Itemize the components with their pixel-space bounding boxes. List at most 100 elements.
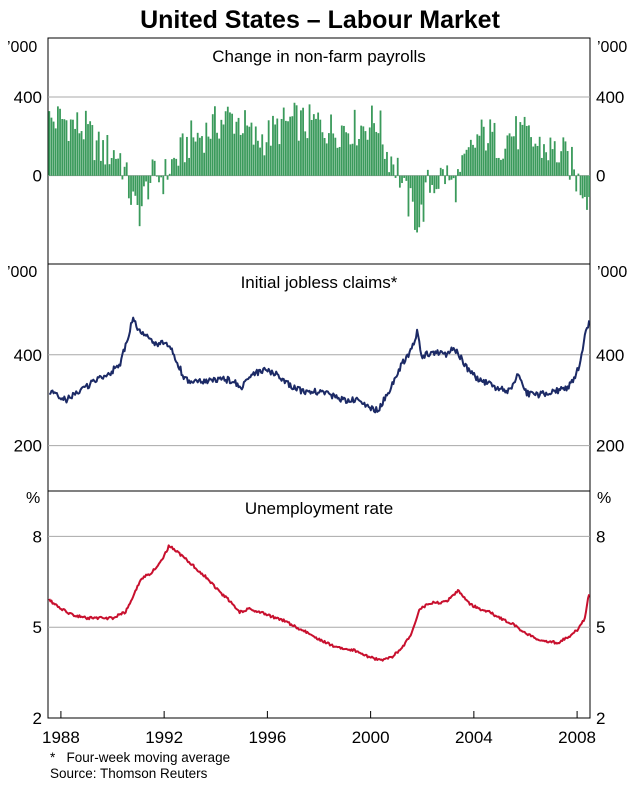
payroll-bar [426,169,429,176]
payroll-bar [390,156,393,176]
claims-ytick-left: 200 [14,437,42,456]
payroll-bar [74,128,76,176]
payroll-bar [439,167,442,176]
payroll-bar [164,159,167,176]
payroll-bar [383,158,386,176]
payroll-bar [327,133,330,176]
payroll-bar [545,152,548,176]
payroll-bar [250,122,253,176]
payroll-bar [500,159,502,176]
plot-frame [47,37,591,719]
payroll-bar [173,157,175,176]
payroll-bar [330,114,332,176]
payroll-bar [78,133,81,176]
payroll-bar [181,133,184,176]
payroll-bar [145,175,147,182]
unemployment-ytick-right: 2 [596,709,605,728]
payroll-bar [207,136,210,176]
payroll-bar [127,175,130,199]
payroll-bar [117,158,120,176]
payroll-bar [80,131,83,176]
payroll-bar [336,147,339,176]
payroll-bar [420,175,423,205]
payroll-bar [581,175,584,199]
payroll-bar [100,160,102,176]
payroll-bar [300,110,302,176]
payroll-bar [179,137,182,176]
unemployment-units-left: % [26,490,40,507]
payroll-bar [519,122,522,176]
unemployment-units-right: % [597,490,611,507]
payroll-bar [444,175,446,185]
payroll-bar [65,120,68,176]
payroll-bar [155,175,158,177]
claims-ytick-left: 400 [14,346,42,365]
payroll-bar [353,109,356,176]
payroll-bar [276,118,279,176]
payroll-bar [564,141,567,176]
payroll-bar [521,124,524,176]
payrolls-ytick-right: 400 [596,88,624,107]
payroll-bar [577,173,580,176]
payroll-bar [291,116,294,176]
unemployment-panel-title: Unemployment rate [245,499,393,518]
payroll-bar [220,119,223,176]
payroll-bar [431,175,434,185]
payroll-bar [332,133,335,176]
payroll-bar [123,166,126,176]
payroll-bar [166,175,169,180]
payroll-bar [454,175,457,203]
payroll-bar [63,119,66,176]
payroll-bar [510,136,513,176]
payroll-bar [366,139,369,176]
payroll-bar [110,157,113,176]
payroll-bar [188,157,190,176]
payroll-bar [398,175,401,188]
payroll-bar [95,140,98,176]
payroll-bar [134,175,137,196]
payroll-bar [450,175,453,180]
payroll-bar [388,172,391,176]
payroll-bar [226,106,229,176]
payroll-bar [203,152,206,176]
payroll-bar [457,169,459,176]
payroll-bar [334,137,337,176]
payroll-bar [278,144,281,176]
payroll-bar [106,135,109,176]
x-tick-label: 2004 [455,728,493,747]
payroll-bar [231,113,234,176]
payroll-bar [525,125,528,176]
payroll-bar [491,131,494,176]
payroll-bar [489,119,492,176]
payroll-bar [168,173,171,176]
payroll-bar [429,175,431,193]
payroll-bar [549,137,552,176]
payroll-bar [252,144,255,176]
payroll-bar [222,124,225,176]
payroll-bar [459,171,461,176]
payroll-bar [508,133,511,176]
payroll-bar [82,139,85,176]
payroll-bar [69,119,72,176]
payroll-bar [190,120,193,176]
payroll-bar [401,175,403,184]
payroll-bar [538,136,541,176]
payroll-bar [259,147,261,176]
payroll-bar [269,145,272,176]
payroll-bar [405,175,408,181]
payroll-bar [515,116,517,176]
payroll-bar [272,115,274,176]
payroll-bar [104,164,107,176]
payroll-bar [153,160,156,176]
x-tick-label: 1992 [145,728,183,747]
payroll-bar [304,131,307,176]
payroll-bar [89,121,92,176]
payroll-bar [446,165,449,176]
payroll-bar [257,140,259,176]
payroll-bar [375,131,378,176]
payrolls-panel-title: Change in non-farm payrolls [212,47,426,66]
payrolls-ytick-left: 400 [14,88,42,107]
payroll-bar [547,160,550,176]
payroll-bar [482,126,485,176]
